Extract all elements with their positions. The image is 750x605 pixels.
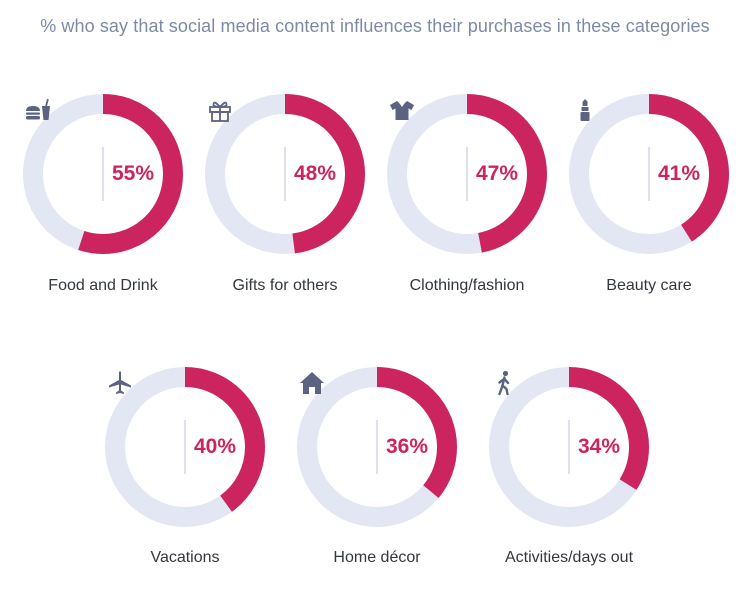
donut-divider: [284, 147, 286, 201]
donut-divider: [466, 147, 468, 201]
donut-home-decor: 36%: [297, 367, 457, 527]
donut-ring: [23, 94, 183, 254]
donut-divider: [102, 147, 104, 201]
donut-ring: [489, 367, 649, 527]
value-label: 55%: [112, 162, 155, 185]
shirt-icon: [390, 101, 414, 120]
donut-value-arc: [569, 94, 729, 254]
donut-activities-days-out: 34%: [489, 367, 649, 527]
donut-value-arc: [489, 367, 649, 527]
donut-ring: [297, 367, 457, 527]
house-icon: [300, 372, 324, 394]
donut-divider: [568, 420, 570, 474]
value-label: 47%: [476, 162, 519, 185]
chart-title: % who say that social media content infl…: [40, 16, 710, 36]
value-label: 40%: [194, 435, 237, 458]
donut-divider: [648, 147, 650, 201]
lipstick-icon: [580, 99, 590, 121]
donut-value-arc: [297, 367, 457, 527]
category-label: Activities/days out: [504, 549, 634, 566]
donut-divider: [184, 420, 186, 474]
category-label: Home décor: [333, 549, 421, 566]
burger-drink-icon: [26, 98, 50, 120]
category-label: Gifts for others: [232, 277, 338, 294]
donut-value-arc: [105, 367, 265, 527]
donut-value-arc: [205, 94, 365, 254]
value-label: 48%: [294, 162, 337, 185]
donut-gifts-for-others: 48%: [205, 94, 365, 254]
donut-ring: [205, 94, 365, 254]
category-label: Food and Drink: [48, 277, 158, 294]
donut-ring: [569, 94, 729, 254]
value-label: 41%: [658, 162, 701, 185]
airplane-icon: [109, 371, 131, 394]
category-label: Beauty care: [606, 277, 692, 294]
walking-person-icon: [498, 370, 510, 396]
donut-vacations: 40%: [105, 367, 265, 527]
donut-clothing-fashion: 47%: [387, 94, 547, 254]
donut-ring: [105, 367, 265, 527]
donut-value-arc: [23, 94, 183, 254]
donut-ring: [387, 94, 547, 254]
gift-icon: [209, 101, 231, 122]
donut-beauty-care: 41%: [569, 94, 729, 254]
value-label: 36%: [386, 435, 429, 458]
donut-divider: [376, 420, 378, 474]
value-label: 34%: [578, 435, 621, 458]
category-label: Vacations: [150, 549, 220, 566]
donut-food-and-drink: 55%: [23, 94, 183, 254]
category-label: Clothing/fashion: [409, 277, 525, 294]
donut-value-arc: [387, 94, 547, 254]
